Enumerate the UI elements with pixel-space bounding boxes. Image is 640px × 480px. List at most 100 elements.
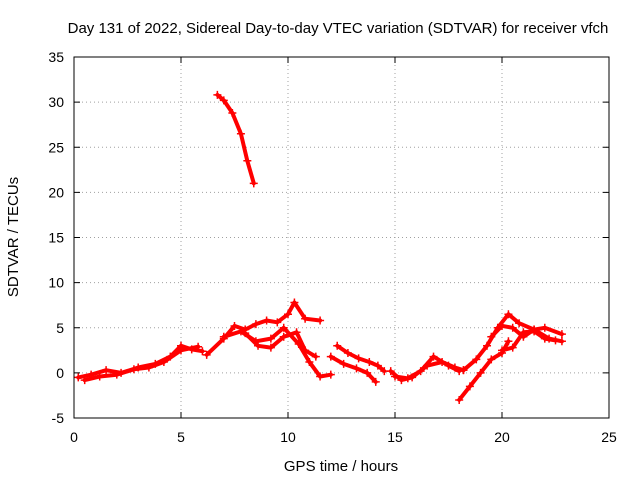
y-tick-label: 0 [56, 365, 64, 381]
data-point-marker [343, 349, 352, 358]
data-point-marker [230, 321, 239, 330]
data-point-marker [305, 358, 314, 367]
data-point-marker [219, 332, 228, 341]
data-point-marker [416, 367, 425, 376]
y-tick-label: -5 [52, 410, 65, 426]
series-track-8 [326, 352, 380, 386]
series-track-7 [333, 341, 389, 376]
series-track-11 [459, 310, 566, 375]
data-point-marker [365, 358, 374, 367]
data-point-marker [129, 365, 138, 374]
series-line [221, 325, 333, 379]
data-point-marker [373, 361, 382, 370]
data-point-marker [251, 320, 260, 329]
data-point-marker [472, 355, 481, 364]
data-point-marker [228, 108, 237, 117]
data-point-marker [557, 337, 566, 346]
data-point-marker [279, 332, 288, 341]
data-point-marker [292, 328, 301, 337]
data-point-marker [112, 370, 121, 379]
data-point-marker [213, 90, 222, 99]
data-point-marker [557, 330, 566, 339]
data-point-marker [102, 366, 111, 375]
data-point-marker [498, 321, 506, 330]
x-axis-label: GPS time / hours [284, 458, 398, 475]
series-line [461, 312, 564, 373]
x-tick-label: 25 [601, 429, 617, 445]
y-tick-label: 20 [48, 184, 64, 200]
data-point-marker [254, 341, 263, 350]
x-tick-label: 20 [494, 429, 510, 445]
data-point-marker [476, 368, 485, 377]
data-point-marker [202, 350, 211, 359]
y-tick-label: 30 [48, 94, 64, 110]
data-point-marker [515, 319, 524, 328]
data-point-marker [266, 343, 275, 352]
data-point-marker [339, 359, 348, 368]
data-point-marker [279, 323, 288, 332]
x-tick-label: 5 [177, 429, 185, 445]
grid-layer [74, 57, 609, 418]
series-track-5 [241, 328, 320, 361]
data-point-marker [316, 372, 325, 381]
data-point-marker [455, 395, 464, 404]
series-track-4 [219, 323, 335, 381]
data-point-marker [194, 342, 203, 351]
y-tick-label: 15 [48, 230, 64, 246]
x-tick-labels: 0 5 10 15 20 25 [70, 429, 617, 445]
data-point-marker [540, 334, 549, 343]
data-point-marker [391, 372, 399, 381]
data-point-marker [487, 332, 496, 341]
data-point-marker [326, 352, 335, 361]
data-point-marker [487, 355, 496, 364]
y-tick-label: 10 [48, 275, 64, 291]
series-layer [74, 90, 566, 404]
y-tick-label: 25 [48, 139, 64, 155]
data-point-marker [301, 314, 310, 323]
data-point-marker [273, 318, 282, 327]
data-point-marker [262, 316, 271, 325]
y-tick-labels: -5 0 5 10 15 20 25 30 35 [48, 49, 64, 426]
data-point-marker [403, 374, 412, 383]
data-point-marker [198, 347, 207, 356]
data-point-marker [444, 361, 453, 370]
data-point-marker [459, 366, 468, 375]
y-tick-label: 35 [48, 49, 64, 65]
data-point-marker [284, 310, 292, 319]
x-tick-label: 0 [70, 429, 78, 445]
data-point-marker [326, 370, 335, 379]
data-point-marker [177, 346, 185, 355]
data-point-marker [80, 376, 89, 385]
data-point-marker [386, 367, 395, 376]
series-track-14 [498, 327, 560, 355]
data-point-marker [465, 382, 474, 391]
data-point-marker [236, 129, 245, 138]
data-point-marker [266, 334, 275, 343]
data-point-marker [241, 329, 250, 338]
data-point-marker [243, 156, 252, 165]
data-point-marker [249, 179, 258, 188]
data-point-marker [144, 363, 153, 372]
y-axis-label: SDTVAR / TECUs [5, 177, 22, 297]
chart-title: Day 131 of 2022, Sidereal Day-to-day VTE… [68, 20, 609, 37]
data-point-marker [333, 341, 342, 350]
data-point-marker [508, 343, 517, 352]
series-track-10 [391, 352, 464, 383]
series-track-6 [213, 90, 258, 188]
tick-layer [73, 56, 610, 419]
data-point-marker [371, 377, 380, 386]
data-point-marker [236, 327, 245, 336]
data-point-marker [95, 372, 104, 381]
data-point-marker [498, 346, 506, 355]
data-point-marker [74, 373, 83, 382]
data-point-marker [483, 341, 492, 350]
data-point-marker [530, 327, 539, 336]
data-point-marker [354, 354, 363, 363]
series-line [335, 343, 387, 374]
data-point-marker [316, 316, 325, 325]
data-point-marker [219, 96, 228, 105]
series-track-2 [80, 342, 203, 385]
data-point-marker [508, 323, 517, 332]
y-tick-label: 5 [56, 320, 64, 336]
